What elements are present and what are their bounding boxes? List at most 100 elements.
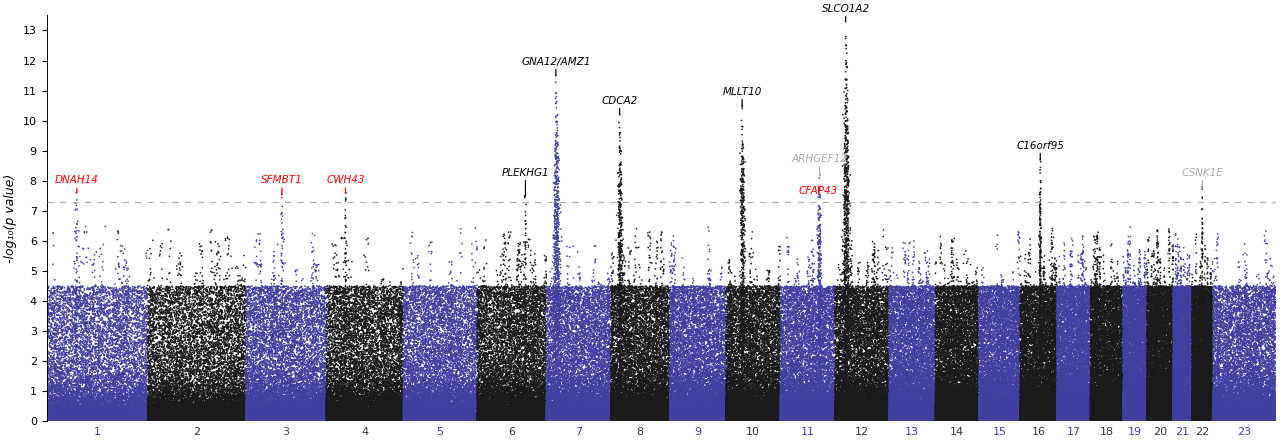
Point bbox=[658, 355, 678, 362]
Point bbox=[1092, 394, 1112, 401]
Point bbox=[1110, 309, 1130, 316]
Point bbox=[443, 411, 463, 419]
Point bbox=[371, 330, 392, 337]
Point bbox=[625, 408, 645, 415]
Point bbox=[716, 416, 736, 423]
Point bbox=[77, 393, 97, 400]
Point bbox=[870, 411, 891, 418]
Point bbox=[1183, 415, 1203, 422]
Point bbox=[1164, 410, 1184, 417]
Point bbox=[279, 381, 300, 388]
Point bbox=[928, 408, 948, 415]
Point bbox=[527, 293, 548, 300]
Point bbox=[1174, 300, 1194, 307]
Point bbox=[264, 283, 284, 290]
Point bbox=[791, 412, 812, 419]
Point bbox=[1108, 304, 1129, 311]
Point bbox=[1119, 349, 1139, 356]
Point bbox=[1033, 398, 1053, 405]
Point bbox=[730, 187, 750, 194]
Point bbox=[1160, 414, 1180, 421]
Point bbox=[588, 411, 608, 418]
Point bbox=[1014, 319, 1034, 326]
Point bbox=[548, 381, 568, 389]
Point bbox=[1132, 356, 1152, 363]
Point bbox=[1242, 372, 1262, 379]
Point bbox=[1016, 418, 1037, 425]
Point bbox=[1137, 384, 1157, 391]
Point bbox=[1185, 412, 1206, 419]
Point bbox=[1114, 411, 1134, 418]
Point bbox=[913, 404, 933, 411]
Point bbox=[430, 297, 451, 304]
Point bbox=[735, 405, 755, 412]
Point bbox=[284, 283, 305, 290]
Point bbox=[352, 287, 372, 294]
Point bbox=[1152, 382, 1172, 389]
Point bbox=[913, 316, 933, 323]
Point bbox=[1176, 400, 1197, 407]
Point bbox=[516, 405, 536, 412]
Point bbox=[477, 413, 498, 420]
Point bbox=[1224, 340, 1244, 347]
Point bbox=[1050, 384, 1070, 391]
Point bbox=[955, 417, 975, 424]
Point bbox=[1153, 412, 1174, 419]
Point bbox=[236, 345, 256, 352]
Point bbox=[1140, 305, 1161, 312]
Point bbox=[1160, 395, 1180, 402]
Point bbox=[1160, 331, 1180, 338]
Point bbox=[1151, 375, 1171, 382]
Point bbox=[678, 398, 699, 405]
Point bbox=[708, 284, 728, 291]
Point bbox=[657, 410, 677, 417]
Point bbox=[1187, 418, 1207, 425]
Point bbox=[180, 405, 201, 412]
Point bbox=[806, 408, 827, 415]
Point bbox=[367, 385, 388, 392]
Point bbox=[663, 406, 684, 413]
Point bbox=[1042, 385, 1062, 392]
Point bbox=[430, 414, 451, 421]
Point bbox=[241, 376, 261, 383]
Point bbox=[909, 346, 929, 353]
Point bbox=[357, 400, 378, 407]
Point bbox=[733, 408, 754, 415]
Point bbox=[946, 412, 966, 419]
Point bbox=[1094, 399, 1115, 406]
Point bbox=[1148, 410, 1169, 417]
Point bbox=[1009, 350, 1029, 357]
Point bbox=[1088, 340, 1108, 347]
Point bbox=[681, 389, 701, 396]
Point bbox=[1194, 409, 1215, 416]
Point bbox=[63, 415, 83, 422]
Point bbox=[1175, 415, 1196, 422]
Point bbox=[1129, 373, 1149, 380]
Point bbox=[1010, 398, 1030, 405]
Point bbox=[1226, 409, 1247, 416]
Point bbox=[646, 322, 667, 329]
Point bbox=[170, 405, 191, 412]
Point bbox=[1073, 333, 1093, 340]
Point bbox=[604, 406, 625, 413]
Point bbox=[1193, 401, 1213, 408]
Point bbox=[1175, 318, 1196, 325]
Point bbox=[422, 417, 443, 424]
Point bbox=[872, 309, 892, 316]
Point bbox=[984, 414, 1005, 421]
Point bbox=[1082, 415, 1102, 422]
Point bbox=[808, 223, 828, 230]
Point bbox=[1197, 297, 1217, 304]
Point bbox=[1135, 409, 1156, 416]
Point bbox=[666, 407, 686, 414]
Point bbox=[858, 418, 878, 425]
Point bbox=[1171, 418, 1192, 425]
Point bbox=[1176, 380, 1197, 387]
Point bbox=[106, 312, 127, 319]
Point bbox=[1117, 416, 1138, 423]
Point bbox=[273, 402, 293, 409]
Point bbox=[509, 417, 530, 424]
Point bbox=[991, 400, 1011, 407]
Point bbox=[1211, 410, 1231, 417]
Point bbox=[695, 416, 716, 423]
